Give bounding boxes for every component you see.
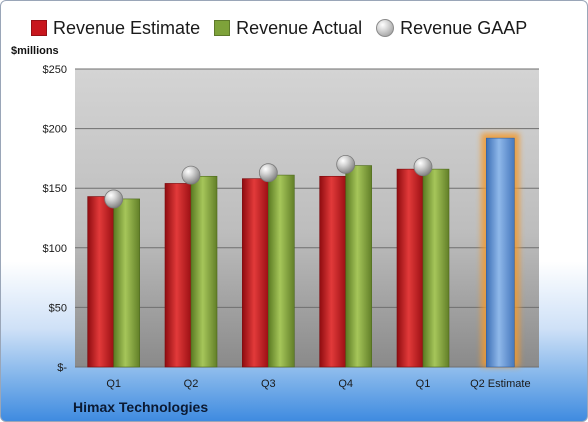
legend-swatch-actual xyxy=(214,20,231,36)
marker-revenue-gaap xyxy=(413,157,433,177)
bar-revenue-estimate xyxy=(396,168,424,368)
x-tick-label: Q1 xyxy=(106,378,121,390)
bar-revenue-estimate xyxy=(242,178,269,368)
x-tick-label: Q4 xyxy=(338,378,353,390)
legend-label-estimate: Revenue Estimate xyxy=(53,17,201,38)
y-tick-label: $100 xyxy=(43,243,67,255)
legend-label-gaap: Revenue GAAP xyxy=(400,17,528,38)
marker-revenue-gaap xyxy=(336,154,356,174)
x-tick-label: Q2 xyxy=(184,378,199,390)
gridlines xyxy=(75,68,539,368)
bar-revenue-estimate xyxy=(87,196,114,368)
x-tick-label: Q1 xyxy=(416,378,431,390)
x-tick-label: Q3 xyxy=(261,378,276,390)
bar-revenue-estimate xyxy=(319,175,346,368)
y-tick-label: $250 xyxy=(43,64,67,76)
legend-swatch-gaap xyxy=(376,19,395,37)
y-axis-unit-label: $millions xyxy=(11,45,59,57)
bar-forecast-estimate xyxy=(486,137,515,368)
legend-item-gaap: Revenue GAAP xyxy=(376,18,527,39)
legend: Revenue Estimate Revenue Actual Revenue … xyxy=(31,15,527,41)
legend-label-actual: Revenue Actual xyxy=(236,17,363,38)
legend-item-actual: Revenue Actual xyxy=(214,18,362,39)
bar-revenue-actual xyxy=(268,174,295,368)
bar-revenue-estimate xyxy=(164,183,192,368)
y-tick-label: $50 xyxy=(49,302,67,314)
y-tick-label: $150 xyxy=(43,183,67,195)
x-tick-label: Q2 Estimate xyxy=(470,378,531,390)
bar-revenue-actual xyxy=(422,168,450,368)
bar-revenue-actual xyxy=(190,175,218,368)
bar-revenue-actual xyxy=(345,165,372,368)
y-axis-ticks: $- $50 $100 $150 $200 $250 xyxy=(43,64,68,374)
y-tick-label: $- xyxy=(57,362,67,374)
legend-swatch-estimate xyxy=(31,20,47,36)
bar-revenue-actual xyxy=(113,198,140,368)
marker-revenue-gaap xyxy=(104,189,124,209)
x-axis-ticks: Q1 Q2 Q3 Q4 Q1 Q2 Estimate xyxy=(106,378,530,390)
company-name: Himax Technologies xyxy=(73,399,209,415)
marker-revenue-gaap xyxy=(181,165,201,185)
marker-revenue-gaap xyxy=(258,163,278,183)
legend-item-estimate: Revenue Estimate xyxy=(31,18,200,39)
plot-area xyxy=(75,69,539,367)
bars xyxy=(87,133,520,368)
y-tick-label: $200 xyxy=(43,124,67,136)
